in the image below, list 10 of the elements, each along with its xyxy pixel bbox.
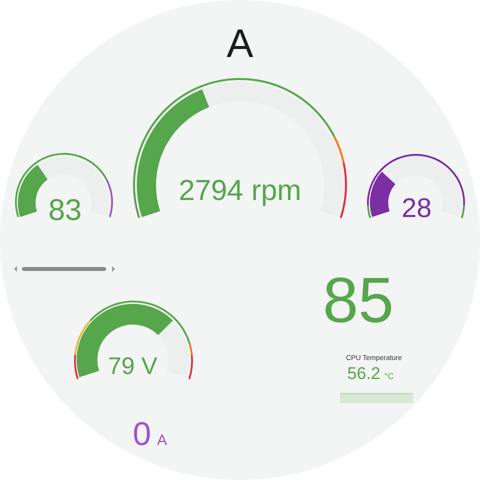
text: 0	[132, 415, 152, 452]
text: A	[157, 432, 168, 450]
text: 85	[322, 264, 394, 336]
text: °C	[384, 371, 394, 382]
text: 79 V	[108, 352, 158, 380]
text: 83	[48, 194, 82, 228]
text: 28	[402, 193, 432, 224]
text: 2794 rpm	[178, 174, 302, 207]
text: 56.2	[347, 364, 380, 384]
text: A	[226, 22, 254, 66]
